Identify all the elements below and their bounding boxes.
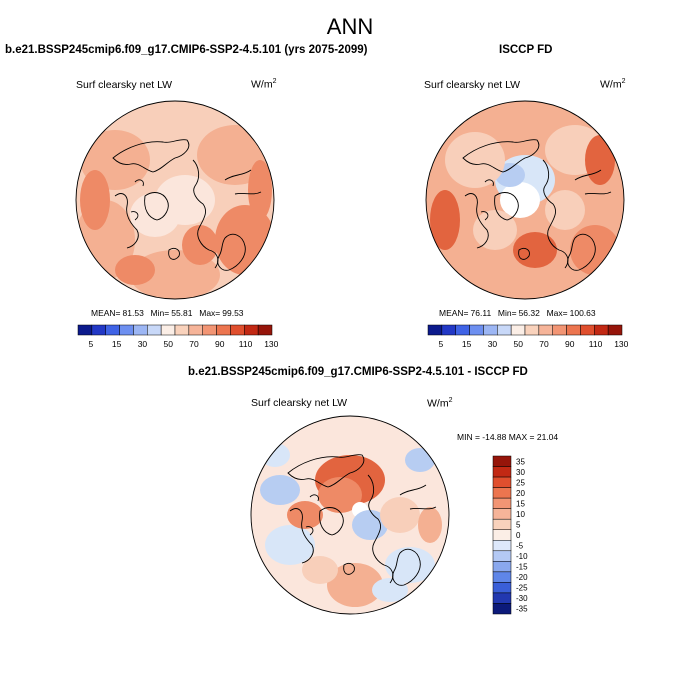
diff-colorbar-swatch [492, 497, 512, 509]
model-colorbar-label: 30 [138, 339, 148, 349]
diff-colorbar-label: -35 [516, 605, 528, 614]
diff-colorbar-label: -20 [516, 573, 528, 582]
obs-panel-title: ISCCP FD [499, 44, 553, 56]
obs-colorbar-swatch [607, 324, 623, 336]
model-colorbar-swatch [160, 324, 176, 336]
diff-colorbar-swatch [492, 540, 512, 552]
diff-colorbar-swatch [492, 603, 512, 615]
obs-colorbar-swatch [538, 324, 553, 336]
obs-colorbar-label: 110 [589, 339, 603, 349]
diff-colorbar-swatch [492, 550, 512, 562]
model-colorbar-swatch [244, 324, 259, 336]
obs-colorbar-swatch [497, 324, 512, 336]
obs-colorbar-swatch [524, 324, 540, 336]
diff-colorbar-label: 10 [516, 510, 525, 519]
diff-colorbar-label: -30 [516, 594, 528, 603]
obs-colorbar-label: 70 [539, 339, 549, 349]
diff-colorbar-label: 0 [516, 531, 521, 540]
obs-max-value: 100.63 [569, 308, 596, 318]
diff-colorbar-swatch [492, 508, 512, 520]
diff-colorbar-label: 5 [516, 520, 521, 529]
obs-colorbar-swatch [552, 324, 567, 336]
model-colorbar-swatch [77, 324, 93, 336]
model-units: W/m2 [251, 78, 277, 91]
diff-panel-title: b.e21.BSSP245cmip6.f09_g17.CMIP6-SSP2-4.… [188, 366, 528, 378]
obs-colorbar-swatch [469, 324, 484, 336]
obs-colorbar-swatch [510, 324, 526, 336]
figure-title: ANN [326, 14, 374, 39]
model-variable-label: Surf clearsky net LW [76, 79, 173, 91]
diff-colorbar-swatch [492, 571, 512, 583]
diff-colorbar-label: -5 [516, 542, 524, 551]
diff-colorbar-swatch [492, 476, 512, 488]
model-stats: MEAN= 81.53 Min= 55.81 Max= 99.53 [91, 308, 244, 318]
diff-minmax: MIN = -14.88 MAX = 21.04 [457, 432, 559, 442]
obs-colorbar-label: 15 [462, 339, 472, 349]
diff-colorbar-swatch [492, 518, 512, 530]
obs-colorbar-label: 5 [439, 339, 444, 349]
diff-colorbar-label: 20 [516, 489, 525, 498]
obs-colorbar-label: 90 [565, 339, 575, 349]
model-colorbar-swatch [257, 324, 273, 336]
diff-colorbar-swatch [492, 561, 512, 573]
diff-colorbar-swatch [492, 466, 512, 478]
diff-units: W/m2 [427, 397, 453, 410]
diff-colorbar-label: -25 [516, 584, 528, 593]
diff-colorbar-swatch [492, 529, 512, 541]
model-colorbar-label: 50 [163, 339, 173, 349]
model-colorbar: 5 15 30 50 70 90 110 130 [77, 324, 279, 349]
model-mean-value: 81.53 [122, 308, 144, 318]
model-colorbar-swatch [202, 324, 217, 336]
diff-colorbar-swatch [492, 592, 512, 604]
obs-units: W/m2 [600, 78, 626, 91]
model-colorbar-label: 110 [239, 339, 253, 349]
diff-colorbar-swatch [492, 582, 512, 594]
diff-colorbar-swatch [492, 455, 512, 467]
obs-min-value: 56.32 [518, 308, 540, 318]
obs-mean-value: 76.11 [470, 308, 492, 318]
model-max-value: 99.53 [222, 308, 244, 318]
model-colorbar-swatch [188, 324, 203, 336]
obs-colorbar-swatch [483, 324, 498, 336]
obs-polar-map [425, 100, 625, 300]
model-polar-map [75, 100, 275, 300]
model-colorbar-label: 70 [189, 339, 199, 349]
obs-colorbar-swatch [566, 324, 581, 336]
obs-colorbar: 5 15 30 50 70 90 110 130 [427, 324, 629, 349]
diff-colorbar-label: -10 [516, 552, 528, 561]
model-min-value: 55.81 [171, 308, 193, 318]
model-colorbar-swatch [147, 324, 162, 336]
obs-variable-label: Surf clearsky net LW [424, 79, 521, 91]
obs-colorbar-swatch [427, 324, 443, 336]
obs-colorbar-label: 130 [614, 339, 628, 349]
diff-variable-label: Surf clearsky net LW [251, 397, 348, 409]
model-colorbar-label: 130 [264, 339, 278, 349]
diff-colorbar-label: 30 [516, 468, 525, 477]
obs-colorbar-label: 50 [513, 339, 523, 349]
model-colorbar-swatch [174, 324, 190, 336]
model-colorbar-swatch [119, 324, 134, 336]
model-colorbar-label: 90 [215, 339, 225, 349]
diff-colorbar-swatch [492, 487, 512, 499]
model-colorbar-label: 5 [89, 339, 94, 349]
model-panel-title: b.e21.BSSP245cmip6.f09_g17.CMIP6-SSP2-4.… [5, 44, 368, 56]
model-colorbar-swatch [91, 324, 106, 336]
obs-stats: MEAN= 76.11 Min= 56.32 Max= 100.63 [439, 308, 596, 318]
diff-colorbar-label: 35 [516, 457, 525, 466]
obs-colorbar-swatch [441, 324, 456, 336]
obs-colorbar-swatch [455, 324, 470, 336]
obs-colorbar-swatch [594, 324, 609, 336]
diff-colorbar-label: -15 [516, 563, 528, 572]
model-colorbar-swatch [230, 324, 245, 336]
model-colorbar-label: 15 [112, 339, 122, 349]
obs-colorbar-swatch [580, 324, 595, 336]
diff-colorbar-label: 25 [516, 478, 525, 487]
diff-polar-map [250, 415, 450, 615]
model-colorbar-swatch [216, 324, 231, 336]
obs-colorbar-label: 30 [488, 339, 498, 349]
diff-colorbar-label: 15 [516, 499, 525, 508]
model-colorbar-swatch [105, 324, 120, 336]
model-colorbar-swatch [133, 324, 148, 336]
